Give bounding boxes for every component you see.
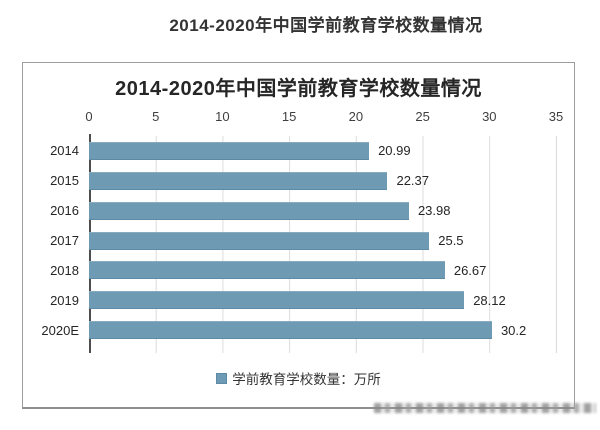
value-label: 23.98 [417,203,451,219]
bar-row: 2018 26.67 [50,255,556,285]
category-label: 2015 [50,173,79,189]
bar-row: 2019 28.12 [50,285,556,315]
value-label: 30.2 [500,322,527,338]
bar [89,261,445,280]
x-tick-label: 10 [215,109,230,124]
bar-rows: 2014 20.99 2015 22.37 2016 23.98 2017 25… [41,136,556,345]
plot-area: 2014 20.99 2015 22.37 2016 23.98 2017 25… [41,134,557,353]
bar [89,201,409,220]
category-label: 2016 [50,203,79,219]
x-axis: 0 5 10 15 20 25 30 35 [23,109,574,127]
category-label: 2020E [41,322,79,338]
x-tick-label: 5 [152,109,160,124]
x-tick-label: 30 [482,109,497,124]
category-label: 2017 [50,233,79,248]
bar [89,321,492,340]
legend-label: 学前教育学校数量：万所 [232,372,381,387]
value-label: 26.67 [453,262,487,278]
bar-row: 2014 20.99 [50,136,556,166]
chart-title: 2014-2020年中国学前教育学校数量情况 [115,78,482,100]
page-title: 2014-2020年中国学前教育学校数量情况 [169,16,483,35]
legend-swatch-icon [216,372,228,384]
x-tick-label: 20 [348,109,364,124]
bar-row: 2020E 30.2 [41,315,556,345]
x-tick-label: 35 [548,109,564,124]
category-label: 2019 [50,292,79,308]
value-label: 25.5 [438,233,464,248]
chart-panel: 2014-2020年中国学前教育学校数量情况 0 5 10 15 20 25 3… [22,62,575,409]
bar [89,171,388,190]
category-label: 2014 [50,143,79,159]
x-tick-label: 15 [281,109,297,124]
x-tick-label: 25 [415,109,430,124]
x-tick-label: 0 [85,109,93,124]
bar-row: 2016 23.98 [50,196,556,226]
value-label: 28.12 [473,292,506,308]
value-label: 22.37 [396,173,430,189]
blurred-watermark [374,403,596,413]
bar [89,231,430,250]
legend: 学前教育学校数量：万所 [23,368,574,388]
value-label: 20.99 [378,143,411,159]
bar-row: 2015 22.37 [50,166,556,196]
bar [89,291,465,310]
bar-row: 2017 25.5 [50,226,556,256]
bar [89,141,370,160]
category-label: 2018 [50,262,79,278]
